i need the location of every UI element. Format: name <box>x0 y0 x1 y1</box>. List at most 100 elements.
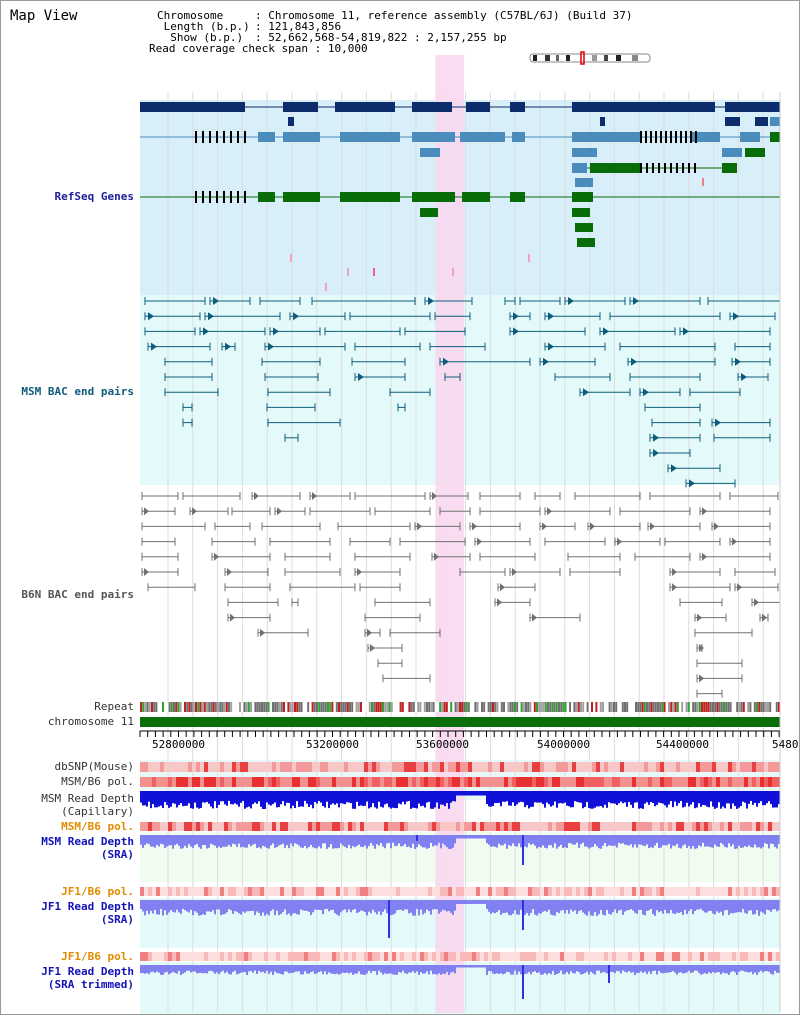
read-depth-bar <box>496 965 498 974</box>
read-depth-bar <box>750 791 752 801</box>
read-depth-bar <box>738 835 740 846</box>
polymorphism-cell <box>540 887 544 896</box>
read-depth-bar <box>468 900 470 904</box>
read-depth-bar <box>320 900 322 911</box>
polymorphism-cell <box>140 952 144 961</box>
polymorphism-cell <box>324 952 328 961</box>
repeat-feature <box>225 702 228 712</box>
read-depth-bar <box>356 900 358 913</box>
gene-exon-tick <box>652 163 654 173</box>
polymorphism-cell <box>572 762 576 772</box>
repeat-feature <box>360 702 362 712</box>
polymorphism-cell <box>732 887 736 896</box>
polymorphism-cell <box>220 887 224 896</box>
polymorphism-cell <box>568 777 572 787</box>
axis-tick-label: 53600000 <box>416 738 469 751</box>
read-depth-bar <box>214 900 216 915</box>
polymorphism-cell <box>748 777 752 787</box>
polymorphism-cell <box>772 822 776 831</box>
repeat-feature <box>509 702 512 712</box>
read-depth-bar <box>288 965 290 974</box>
polymorphism-cell <box>140 887 144 896</box>
read-depth-bar <box>700 900 702 909</box>
polymorphism-cell <box>472 952 476 961</box>
repeat-feature <box>412 702 415 712</box>
polymorphism-cell <box>184 777 188 787</box>
read-depth-bar <box>668 965 670 973</box>
polymorphism-cell <box>300 762 304 772</box>
read-depth-bar <box>446 900 448 912</box>
read-depth-bar <box>440 965 442 975</box>
read-depth-bar <box>538 791 540 803</box>
read-depth-bar <box>230 965 232 975</box>
read-depth-bar <box>724 965 726 974</box>
polymorphism-cell <box>336 762 340 772</box>
read-depth-bar <box>452 965 454 972</box>
gene-exon <box>770 132 780 142</box>
read-depth-bar <box>224 965 226 974</box>
read-depth-bar <box>706 791 708 807</box>
polymorphism-cell <box>488 952 492 961</box>
read-depth-bar <box>464 900 466 904</box>
repeat-feature <box>608 702 611 712</box>
polymorphism-cell <box>704 762 708 772</box>
polymorphism-cell <box>160 952 164 961</box>
read-depth-bar <box>464 965 466 968</box>
read-depth-bar <box>548 835 550 846</box>
read-depth-bar <box>506 791 508 802</box>
polymorphism-cell <box>212 887 216 896</box>
read-depth-bar <box>674 835 676 847</box>
read-depth-bar <box>394 791 396 809</box>
repeat-feature <box>184 702 186 712</box>
polymorphism-cell <box>680 822 684 831</box>
read-depth-bar <box>362 835 364 848</box>
read-depth-bar <box>454 835 456 844</box>
polymorphism-cell <box>308 777 312 787</box>
polymorphism-cell <box>320 762 324 772</box>
polymorphism-cell <box>472 822 476 831</box>
polymorphism-cell <box>168 762 172 772</box>
read-depth-bar <box>174 965 176 973</box>
polymorphism-cell <box>664 762 668 772</box>
read-depth-bar <box>350 900 352 913</box>
read-depth-bar <box>602 965 604 973</box>
polymorphism-cell <box>264 952 268 961</box>
read-depth-bar <box>164 835 166 849</box>
read-depth-bar <box>484 965 486 968</box>
read-depth-bar <box>192 900 194 916</box>
repeat-feature <box>476 702 479 712</box>
read-depth-bar <box>508 791 510 806</box>
read-depth-bar <box>360 965 362 975</box>
gene-exon <box>575 178 593 187</box>
repeat-feature <box>146 702 149 712</box>
read-depth-bar <box>690 791 692 805</box>
polymorphism-cell <box>376 822 380 831</box>
read-depth-bar <box>366 965 368 974</box>
b6n-bac-arrow <box>370 644 375 652</box>
read-depth-bar <box>342 835 344 846</box>
read-depth-bar <box>778 900 780 911</box>
read-depth-bar <box>758 900 760 916</box>
repeat-feature <box>153 702 156 712</box>
repeat-feature <box>430 702 433 712</box>
polymorphism-cell <box>376 952 380 961</box>
polymorphism-cell <box>460 822 464 831</box>
polymorphism-cell <box>320 952 324 961</box>
repeat-feature <box>665 702 668 712</box>
read-depth-bar <box>264 965 266 974</box>
read-depth-bar <box>314 835 316 849</box>
read-depth-bar <box>378 835 380 846</box>
read-depth-bar <box>748 835 750 846</box>
polymorphism-cell <box>700 777 704 787</box>
polymorphism-cell <box>224 887 228 896</box>
polymorphism-cell <box>352 887 356 896</box>
read-depth-bar <box>324 791 326 808</box>
polymorphism-cell <box>608 822 612 831</box>
read-depth-bar <box>676 835 678 844</box>
read-depth-bar <box>334 791 336 805</box>
read-depth-bar <box>394 900 396 914</box>
ideogram-band <box>533 55 537 61</box>
read-depth-bar <box>630 835 632 845</box>
polymorphism-cell <box>696 822 700 831</box>
